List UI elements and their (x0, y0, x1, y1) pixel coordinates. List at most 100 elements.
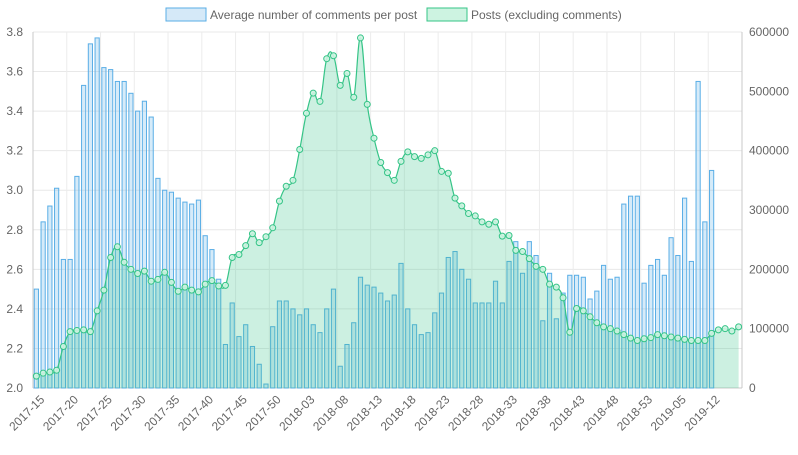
comments-bar[interactable] (675, 254, 681, 389)
comments-bar[interactable] (344, 343, 350, 389)
posts-point[interactable] (201, 280, 209, 288)
posts-point[interactable] (687, 337, 695, 345)
posts-point[interactable] (161, 268, 169, 276)
posts-point[interactable] (539, 265, 547, 273)
comments-bar[interactable] (330, 288, 337, 389)
posts-point[interactable] (431, 147, 439, 155)
posts-point[interactable] (269, 224, 277, 232)
comments-bar[interactable] (459, 268, 465, 389)
comments-bar[interactable] (682, 197, 688, 389)
posts-point[interactable] (154, 275, 162, 283)
comments-bar[interactable] (432, 312, 438, 389)
posts-point[interactable] (208, 277, 216, 285)
posts-point[interactable] (728, 327, 736, 335)
comments-bar[interactable] (351, 322, 357, 389)
comments-bar[interactable] (87, 43, 93, 389)
comments-bar[interactable] (655, 258, 661, 389)
comments-bar[interactable] (189, 203, 195, 389)
comments-bar[interactable] (546, 272, 553, 389)
comments-bar[interactable] (499, 302, 505, 389)
comments-bar[interactable] (452, 251, 458, 389)
posts-point[interactable] (498, 232, 506, 240)
posts-point[interactable] (66, 328, 74, 336)
comments-bar[interactable] (148, 116, 154, 389)
comments-bar[interactable] (533, 254, 539, 389)
posts-point[interactable] (370, 134, 378, 142)
comments-bar[interactable] (695, 80, 701, 389)
posts-point[interactable] (53, 366, 61, 374)
comments-bar[interactable] (553, 318, 559, 389)
posts-point[interactable] (289, 176, 297, 184)
comments-bar[interactable] (661, 274, 667, 389)
posts-point[interactable] (640, 335, 648, 343)
posts-point[interactable] (620, 331, 628, 339)
posts-point[interactable] (309, 89, 317, 97)
comments-bar[interactable] (438, 292, 445, 389)
comments-bar[interactable] (398, 262, 404, 389)
comments-bar[interactable] (209, 249, 215, 389)
posts-point[interactable] (377, 159, 385, 167)
posts-point[interactable] (566, 328, 574, 336)
posts-point[interactable] (667, 333, 675, 341)
comments-bar[interactable] (94, 37, 100, 389)
comments-bar[interactable] (162, 189, 168, 389)
posts-point[interactable] (579, 307, 587, 315)
posts-point[interactable] (147, 277, 155, 285)
comments-bar[interactable] (364, 284, 370, 389)
posts-point[interactable] (343, 70, 351, 78)
comments-bar[interactable] (324, 308, 330, 389)
posts-point[interactable] (660, 332, 668, 340)
posts-point[interactable] (606, 325, 614, 333)
comments-bar[interactable] (486, 302, 492, 389)
comments-bar[interactable] (384, 300, 391, 389)
comments-bar[interactable] (297, 314, 303, 389)
legend-label-posts[interactable]: Posts (excluding comments) (471, 8, 622, 22)
comments-bar[interactable] (580, 276, 586, 389)
comments-bar[interactable] (648, 264, 654, 389)
posts-point[interactable] (505, 232, 513, 240)
comments-bar[interactable] (141, 100, 148, 389)
comments-bar[interactable] (492, 280, 499, 389)
posts-point[interactable] (275, 197, 283, 205)
posts-point[interactable] (73, 326, 81, 334)
comments-bar[interactable] (357, 276, 364, 389)
comments-bar[interactable] (317, 332, 323, 389)
comments-bar[interactable] (33, 288, 39, 389)
posts-point[interactable] (701, 337, 709, 345)
posts-point[interactable] (107, 253, 115, 261)
posts-point[interactable] (140, 267, 148, 275)
posts-point[interactable] (316, 97, 324, 105)
posts-point[interactable] (559, 294, 567, 302)
posts-point[interactable] (586, 313, 594, 321)
comments-bar[interactable] (337, 365, 343, 389)
legend-swatch-comments[interactable] (165, 7, 207, 22)
posts-point[interactable] (593, 319, 601, 327)
comments-bar[interactable] (310, 324, 316, 389)
posts-point[interactable] (458, 202, 466, 210)
posts-point[interactable] (262, 233, 270, 241)
comments-bar[interactable] (668, 237, 674, 389)
comments-bar[interactable] (418, 334, 424, 389)
comments-bar[interactable] (101, 67, 107, 389)
posts-point[interactable] (356, 34, 364, 42)
comments-bar[interactable] (540, 320, 546, 389)
posts-point[interactable] (465, 210, 473, 218)
comments-bar[interactable] (621, 203, 627, 389)
posts-point[interactable] (93, 307, 101, 315)
posts-point[interactable] (397, 157, 405, 165)
posts-point[interactable] (194, 288, 202, 296)
posts-point[interactable] (654, 331, 662, 339)
comments-bar[interactable] (709, 169, 715, 389)
comments-bar[interactable] (276, 300, 283, 389)
comments-bar[interactable] (40, 221, 46, 389)
comments-bar[interactable] (634, 195, 640, 389)
comments-bar[interactable] (411, 324, 418, 389)
comments-bar[interactable] (627, 195, 634, 389)
comments-bar[interactable] (513, 241, 519, 389)
comments-bar[interactable] (236, 336, 242, 389)
comments-bar[interactable] (425, 332, 431, 389)
comments-bar[interactable] (519, 272, 526, 389)
legend-swatch-posts[interactable] (426, 7, 468, 22)
posts-point[interactable] (714, 326, 722, 334)
posts-point[interactable] (255, 239, 263, 247)
